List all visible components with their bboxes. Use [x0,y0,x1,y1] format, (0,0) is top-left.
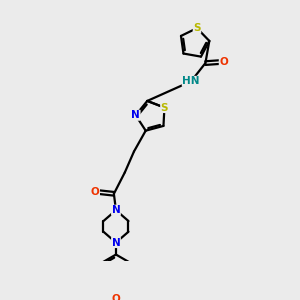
Text: O: O [91,187,100,197]
Text: N: N [112,238,120,248]
Text: S: S [161,103,168,112]
Text: S: S [193,23,201,33]
Text: O: O [112,294,120,300]
Text: N: N [131,110,140,120]
Text: HN: HN [182,76,200,86]
Text: O: O [219,57,228,67]
Text: N: N [112,205,120,215]
